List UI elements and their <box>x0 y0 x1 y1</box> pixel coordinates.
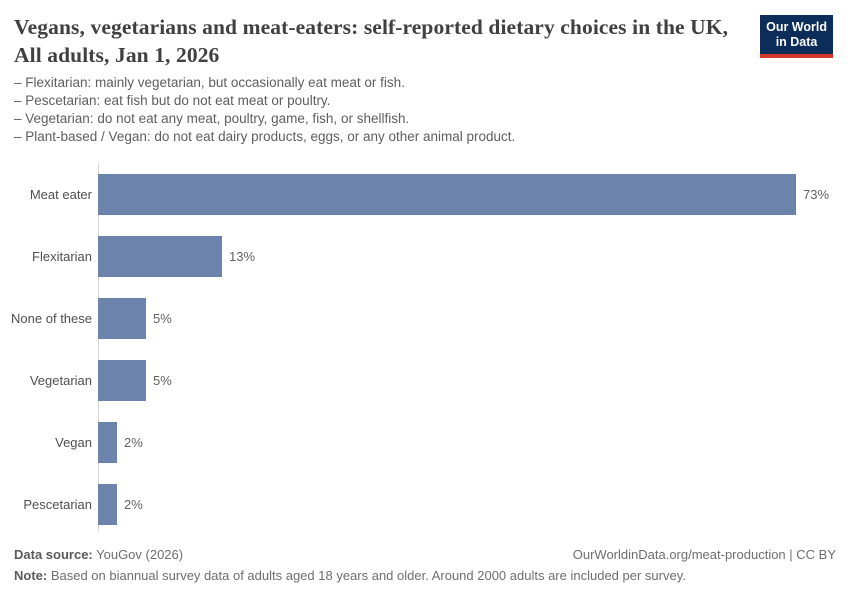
bar[interactable] <box>98 421 117 463</box>
attribution-link[interactable]: OurWorldinData.org/meat-production | CC … <box>572 547 836 562</box>
definition-line: – Plant-based / Vegan: do not eat dairy … <box>14 129 516 144</box>
bar-row: None of these 5% <box>0 287 850 349</box>
owid-logo-line2: in Data <box>775 34 818 49</box>
bar-value-label: 13% <box>229 248 256 264</box>
bar-chart: Meat eater 73% Flexitarian 13% None of these… <box>0 163 850 535</box>
bar-value-label: 2% <box>124 496 143 512</box>
chart-title: Vegans, vegetarians and meat-eaters: sel… <box>14 15 729 67</box>
category-label: None of these <box>11 310 92 326</box>
bar-value-label: 73% <box>803 186 830 202</box>
bar-value-label: 5% <box>153 372 172 388</box>
note-label: Note: <box>14 568 48 583</box>
category-label: Meat eater <box>29 186 92 202</box>
definition-line: – Flexitarian: mainly vegetarian, but oc… <box>14 75 405 90</box>
bar[interactable] <box>98 483 117 525</box>
data-source-label: Data source: <box>14 547 93 562</box>
category-label: Pescetarian <box>23 496 92 512</box>
bar-rows: Meat eater 73% Flexitarian 13% None of these… <box>0 163 850 535</box>
owid-logo-line1: Our World <box>766 20 827 34</box>
bar[interactable] <box>98 359 146 401</box>
bar-value-label: 2% <box>124 434 143 450</box>
category-label: Vegan <box>55 434 92 450</box>
bar[interactable] <box>98 173 796 215</box>
bar[interactable] <box>98 297 146 339</box>
data-source: Data source: YouGov (2026) <box>14 546 183 564</box>
bar-row: Pescetarian 2% <box>0 473 850 535</box>
chart-subtitle-definitions: – Flexitarian: mainly vegetarian, but oc… <box>14 74 794 146</box>
bar-row: Vegan 2% <box>0 411 850 473</box>
bar-value-label: 5% <box>153 310 172 326</box>
chart-footer: Data source: YouGov (2026) OurWorldinDat… <box>14 546 836 585</box>
y-axis-line <box>98 163 99 531</box>
bar-row: Meat eater 73% <box>0 163 850 225</box>
chart-note: Note: Based on biannual survey data of a… <box>14 567 836 585</box>
category-label: Vegetarian <box>29 372 92 388</box>
bar[interactable] <box>98 235 222 277</box>
bar-row: Vegetarian 5% <box>0 349 850 411</box>
category-label: Flexitarian <box>32 248 92 264</box>
owid-logo[interactable]: Our World in Data <box>760 15 833 58</box>
definition-line: – Pescetarian: eat fish but do not eat m… <box>14 93 331 108</box>
bar-row: Flexitarian 13% <box>0 225 850 287</box>
data-source-value: YouGov (2026) <box>92 547 184 562</box>
definition-line: – Vegetarian: do not eat any meat, poult… <box>14 111 410 126</box>
note-value: Based on biannual survey data of adults … <box>47 568 686 583</box>
